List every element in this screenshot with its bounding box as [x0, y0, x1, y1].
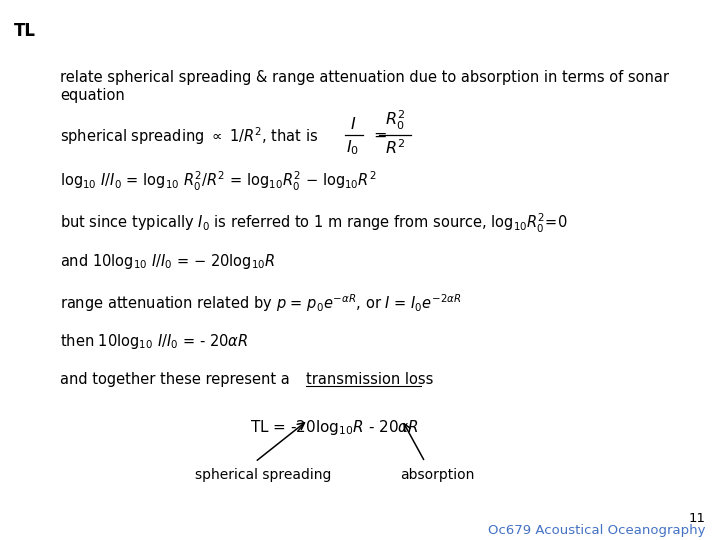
Text: and 10log$_{10}$ $I/I_0$ = $-$ 20log$_{10}$$R$: and 10log$_{10}$ $I/I_0$ = $-$ 20log$_{1… [60, 252, 276, 271]
Text: range attenuation related by $p$ = $p_0 e^{-\alpha R}$, or $I$ = $I_0 e^{-2\alph: range attenuation related by $p$ = $p_0 … [60, 292, 462, 314]
Text: relate spherical spreading & range attenuation due to absorption in terms of son: relate spherical spreading & range atten… [60, 70, 669, 85]
Text: $I_0$: $I_0$ [346, 138, 359, 157]
Text: transmission loss: transmission loss [306, 372, 433, 387]
Text: then 10log$_{10}$ $I/I_0$ = - 20$\alpha R$: then 10log$_{10}$ $I/I_0$ = - 20$\alpha … [60, 332, 248, 351]
Text: Oc679 Acoustical Oceanography: Oc679 Acoustical Oceanography [488, 524, 706, 537]
Text: 11: 11 [689, 512, 706, 525]
Text: and together these represent a: and together these represent a [60, 372, 294, 387]
Text: log$_{10}$ $I/I_0$ = log$_{10}$ $R_0^2/R^2$ = log$_{10}$$R_0^2$ $-$ log$_{10}$$R: log$_{10}$ $I/I_0$ = log$_{10}$ $R_0^2/R… [60, 170, 377, 193]
Text: equation: equation [60, 88, 125, 103]
Text: $R^2$: $R^2$ [385, 138, 405, 157]
Text: but since typically $I_0$ is referred to 1 m range from source, log$_{10}$$R_0^2: but since typically $I_0$ is referred to… [60, 212, 567, 235]
Text: spherical spreading $\propto$ 1/$R^2$, that is: spherical spreading $\propto$ 1/$R^2$, t… [60, 125, 318, 147]
Text: =: = [373, 127, 387, 143]
Text: spherical spreading: spherical spreading [195, 468, 331, 482]
Text: TL = -20log$_{10}$$R$ - 20$\alpha R$: TL = -20log$_{10}$$R$ - 20$\alpha R$ [250, 418, 419, 437]
Text: $R_0^2$: $R_0^2$ [385, 109, 405, 132]
Text: absorption: absorption [400, 468, 474, 482]
Text: TL: TL [14, 22, 36, 40]
Text: $I$: $I$ [350, 116, 356, 132]
